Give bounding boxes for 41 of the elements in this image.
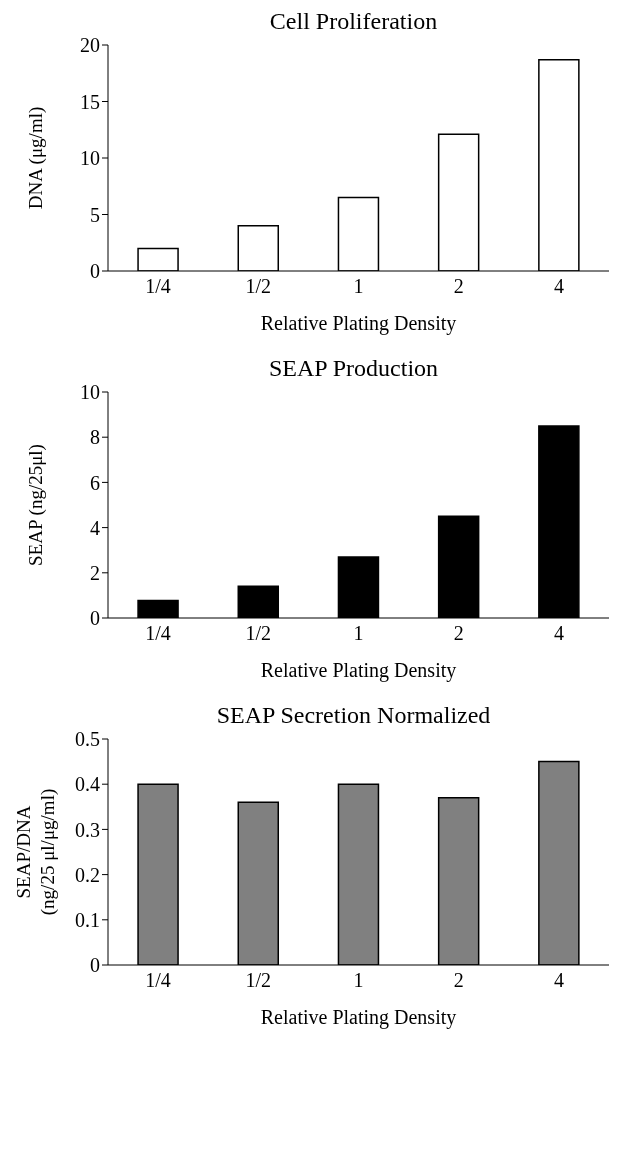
y-tick-label: 2 bbox=[90, 561, 100, 584]
x-tick-label: 4 bbox=[553, 275, 564, 298]
y-tick-label: 0.5 bbox=[75, 728, 100, 751]
x-tick-label: 1/2 bbox=[245, 622, 272, 645]
y-axis-title: SEAP/DNA (ng/25 μl/μg/ml) bbox=[13, 788, 59, 916]
x-axis-title: Relative Plating Density bbox=[260, 659, 457, 682]
x-tick-label: 2 bbox=[453, 622, 464, 645]
y-tick-label: 10 bbox=[80, 381, 100, 404]
x-axis-title: Relative Plating Density bbox=[260, 1006, 457, 1029]
y-tick-label: 0.2 bbox=[75, 863, 100, 886]
y-tick-label: 5 bbox=[90, 203, 100, 226]
x-tick-label: 1 bbox=[353, 622, 364, 645]
y-tick-label: 0 bbox=[90, 607, 100, 630]
y-tick-label: 4 bbox=[90, 516, 100, 539]
y-axis-title: DNA (μg/ml) bbox=[25, 106, 47, 210]
x-tick-label: 1/4 bbox=[145, 969, 171, 992]
x-tick-label: 4 bbox=[553, 969, 564, 992]
x-tick-label: 2 bbox=[453, 969, 464, 992]
y-tick-label: 0 bbox=[90, 260, 100, 283]
x-tick-label: 1/4 bbox=[145, 275, 171, 298]
y-tick-label: 20 bbox=[80, 34, 100, 57]
x-tick-label: 1/4 bbox=[145, 622, 171, 645]
chart-title: SEAP Secretion Normalized bbox=[215, 702, 492, 729]
y-tick-label: 0.3 bbox=[75, 818, 100, 841]
x-tick-label: 2 bbox=[453, 275, 464, 298]
chart-title: Cell Proliferation bbox=[268, 8, 439, 35]
y-tick-label: 6 bbox=[90, 471, 100, 494]
y-tick-label: 8 bbox=[90, 426, 100, 449]
y-tick-label: 10 bbox=[80, 147, 100, 170]
chart-title: SEAP Production bbox=[267, 355, 440, 382]
x-tick-label: 1/2 bbox=[245, 969, 272, 992]
y-tick-label: 0.1 bbox=[75, 908, 100, 931]
x-tick-label: 4 bbox=[553, 622, 564, 645]
y-tick-label: 0.4 bbox=[75, 773, 100, 796]
x-tick-label: 1 bbox=[353, 969, 364, 992]
x-axis-title: Relative Plating Density bbox=[260, 312, 457, 335]
y-tick-label: 15 bbox=[80, 90, 100, 113]
y-axis-title: SEAP (ng/25μl) bbox=[25, 444, 47, 566]
x-tick-label: 1/2 bbox=[245, 275, 272, 298]
y-tick-label: 0 bbox=[90, 954, 100, 977]
x-tick-label: 1 bbox=[353, 275, 364, 298]
